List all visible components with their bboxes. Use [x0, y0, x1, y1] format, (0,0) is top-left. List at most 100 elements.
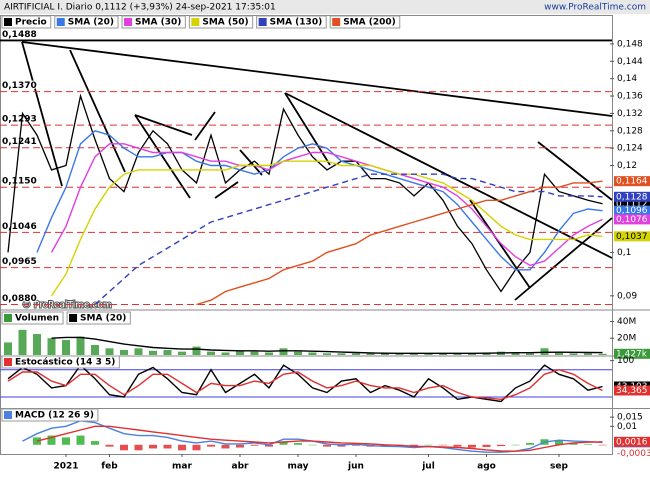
histogram [192, 444, 201, 451]
last-value-box [614, 214, 650, 225]
legend-box [121, 15, 186, 29]
histogram [265, 444, 273, 447]
histogram [381, 444, 389, 447]
bar [178, 351, 186, 355]
bar [163, 349, 172, 355]
series-line [22, 420, 603, 453]
y-tick-label: 0,136 [617, 92, 643, 102]
histogram [76, 435, 85, 445]
bar [569, 353, 578, 355]
legend-label: SMA (200) [343, 18, 396, 28]
level-label: 0,1293 [2, 115, 37, 125]
y-tick-label: 0,128 [617, 126, 643, 136]
legend-swatch [191, 18, 200, 26]
last-value-label: 0,1164 [616, 177, 648, 187]
last-value-box [614, 385, 650, 396]
y-tick-label: 40M [617, 317, 636, 327]
legend-box [1, 15, 52, 29]
x-tick-label: abr [232, 462, 250, 472]
legend-box [1, 408, 99, 422]
series-line [7, 368, 603, 401]
bar [33, 334, 41, 355]
x-tick-label: sep [550, 462, 568, 472]
y-tick-label: 0,124 [617, 144, 643, 154]
watermark: © ProRealTime.com [22, 301, 112, 311]
histogram [134, 444, 143, 451]
histogram [207, 444, 215, 447]
legend-box [66, 311, 131, 325]
last-value-box [614, 205, 650, 216]
legend-label: SMA (130) [270, 18, 323, 28]
histogram [236, 444, 244, 448]
histogram [482, 444, 491, 447]
series-line [36, 130, 603, 271]
last-value-box [614, 231, 650, 242]
x-tick-label: mar [172, 462, 192, 472]
x-tick-label: jul [421, 462, 435, 472]
y-tick-label: 0,01 [617, 422, 637, 432]
bar [207, 351, 215, 355]
legend-swatch [4, 358, 12, 366]
bar [236, 350, 244, 355]
histogram [294, 442, 302, 445]
bar [584, 353, 592, 355]
legend-item: SMA (200) [329, 15, 401, 29]
bar [62, 339, 70, 355]
histogram [337, 444, 346, 447]
y-tick-label: 20M [617, 334, 636, 344]
histogram [410, 444, 418, 447]
y-tick-label: 0,09 [617, 291, 637, 301]
legend-item: SMA (30) [121, 15, 186, 29]
legend-box [329, 15, 401, 29]
histogram [178, 444, 186, 451]
bar [18, 329, 27, 355]
y-tick-label: 100 [617, 356, 634, 366]
legend-box [54, 15, 119, 29]
legend-item: SMA (50) [188, 15, 254, 29]
legend-swatch [56, 18, 65, 26]
header-bar [0, 0, 650, 14]
histogram [584, 444, 592, 445]
histogram [323, 444, 331, 447]
legend-label: SMA (30) [135, 18, 181, 28]
x-tick-label: ago [477, 462, 496, 472]
histogram [511, 444, 520, 446]
histogram [352, 444, 360, 446]
histogram [598, 444, 607, 446]
legend-box [188, 15, 254, 29]
histogram [120, 444, 128, 451]
histogram [221, 444, 230, 449]
x-tick-label: may [287, 462, 308, 472]
legend-item: Volumen [1, 311, 64, 325]
histogram [105, 444, 114, 447]
level-label: 0,1150 [2, 177, 37, 187]
legend-item: SMA (20) [54, 15, 119, 29]
legend-label: MACD (12 26 9) [15, 411, 94, 421]
site-link[interactable]: www.ProRealTime.com [544, 3, 646, 13]
histogram [555, 440, 563, 445]
histogram [424, 444, 433, 446]
bar [555, 351, 563, 355]
bar [308, 352, 317, 355]
last-value-box [614, 176, 650, 187]
histogram [439, 444, 447, 446]
histogram [453, 444, 462, 447]
last-value-box [614, 348, 650, 359]
histogram [149, 444, 157, 449]
bar [134, 348, 143, 355]
bar [453, 353, 462, 355]
legend-swatch [4, 314, 12, 322]
bar [366, 353, 375, 355]
bar [526, 353, 534, 355]
level-label: 0,1046 [2, 222, 37, 232]
histogram [468, 444, 476, 448]
legend-swatch [4, 411, 12, 419]
level-label: 0,0880 [2, 294, 37, 304]
legend-label: SMA (50) [202, 18, 248, 28]
histogram [526, 442, 534, 445]
histogram [250, 444, 259, 446]
legend-label: Precio [15, 18, 47, 28]
bar [323, 353, 331, 355]
trendlines [21, 41, 613, 301]
